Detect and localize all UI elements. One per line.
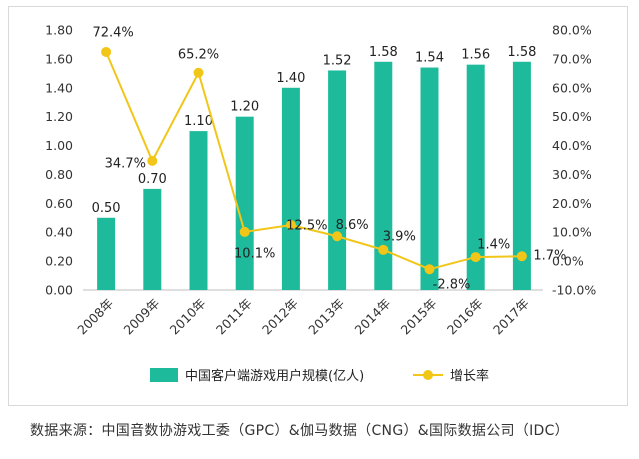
growth-rate-point [470, 252, 481, 263]
y-left-tick-label: 1.80 [45, 23, 73, 38]
bar-data-labels: 0.50 0.70 1.10 1.20 1.40 1.52 1.58 1.54 1.56 1.58 [92, 45, 537, 216]
y-right-tick-label: -10.0% [552, 283, 596, 298]
y-right-tick-label: 10.0% [552, 225, 592, 240]
y-right-tick-label: 40.0% [552, 138, 592, 153]
growth-rate-point [516, 251, 527, 262]
bar [512, 61, 531, 291]
x-tick-label: 2011年 [213, 296, 255, 338]
legend-line-label: 增长率 [450, 368, 489, 384]
bar-data-label: 1.58 [507, 45, 536, 60]
x-tick-label: 2013年 [305, 296, 347, 338]
growth-rate-point [424, 264, 435, 275]
growth-rate-label: 34.7% [105, 156, 146, 171]
y-right-tick-label: 70.0% [552, 51, 592, 66]
bar-data-label: 0.50 [92, 201, 121, 216]
legend-line-marker [423, 370, 433, 380]
y-left-tick-label: 0.20 [45, 254, 73, 269]
y-right-tick-label: 30.0% [552, 167, 592, 182]
x-tick-label: 2014年 [351, 296, 393, 338]
y-left-tick-label: 1.00 [45, 138, 73, 153]
growth-rate-line [105, 51, 522, 271]
growth-rate-label: 65.2% [178, 47, 219, 62]
source-note: 数据来源：中国音数协游戏工委（GPC）&伽马数据（CNG）&国际数据公司（IDC… [30, 423, 569, 439]
y-right-tick-label: 0.0% [552, 254, 584, 269]
bar [466, 64, 485, 291]
growth-rate-point [332, 231, 343, 242]
y-left-tick-label: 0.40 [45, 225, 73, 240]
y-right-axis: -10.0% 0.0% 10.0% 20.0% 30.0% 40.0% 50.0% 60.0%… [552, 23, 596, 298]
bar [374, 61, 393, 291]
growth-rate-label: 1.4% [477, 238, 510, 253]
x-tick-label: 2008年 [74, 296, 116, 338]
bar-data-label: 0.70 [138, 172, 167, 187]
growth-rate-label: 3.9% [383, 229, 416, 244]
y-right-tick-label: 20.0% [552, 196, 592, 211]
bar [235, 116, 254, 291]
bar-data-label: 1.58 [369, 45, 398, 60]
bar-data-label: 1.54 [415, 51, 444, 66]
x-axis: 2008年 2009年 2010年 2011年 2012年 2013年 2014年 2015年… [74, 296, 532, 338]
bar-data-label: 1.10 [184, 114, 213, 129]
legend-bar-label: 中国客户端游戏用户规模(亿人) [185, 368, 364, 384]
growth-rate-point [239, 226, 250, 237]
bar [143, 188, 162, 290]
bar [97, 217, 116, 290]
y-left-axis: 0.00 0.20 0.40 0.60 0.80 1.00 1.20 1.40 1.60 1.80 [45, 23, 73, 298]
x-tick-label: 2012年 [259, 296, 301, 338]
y-right-tick-label: 60.0% [552, 80, 592, 95]
growth-rate-label: 1.7% [533, 249, 566, 264]
y-right-tick-label: 50.0% [552, 109, 592, 124]
growth-rate-point [101, 46, 112, 57]
bar [189, 131, 208, 290]
y-left-tick-label: 0.60 [45, 196, 73, 211]
growth-rate-point [378, 244, 389, 255]
bar [328, 70, 347, 290]
bar-data-label: 1.20 [230, 100, 259, 115]
bar-data-label: 1.40 [276, 71, 305, 86]
y-left-tick-label: 1.40 [45, 80, 73, 95]
growth-rate-points [101, 46, 527, 275]
y-left-tick-label: 1.60 [45, 51, 73, 66]
chart-frame [8, 6, 628, 406]
growth-rate-point [147, 155, 158, 166]
bar [281, 87, 300, 291]
legend: 中国客户端游戏用户规模(亿人) 增长率 [150, 368, 489, 384]
y-left-tick-label: 0.80 [45, 167, 73, 182]
growth-rate-label: 12.5% [286, 219, 327, 234]
y-right-tick-label: 80.0% [552, 23, 592, 38]
x-tick-label: 2010年 [167, 296, 209, 338]
bar-data-label: 1.52 [323, 53, 352, 68]
bar [420, 67, 439, 290]
x-tick-label: 2015年 [398, 296, 440, 338]
legend-bar-swatch [150, 368, 178, 382]
y-left-tick-label: 0.00 [45, 283, 73, 298]
growth-rate-label: 10.1% [234, 246, 275, 261]
x-tick-label: 2016年 [444, 296, 486, 338]
bar-data-label: 1.56 [461, 48, 490, 63]
growth-rate-point [285, 220, 296, 230]
growth-rate-label: -2.8% [433, 278, 471, 293]
growth-rate-labels: 72.4% 34.7% 65.2% 10.1% 12.5% 8.6% 3.9% -2.8% 1.… [92, 25, 566, 292]
growth-rate-label: 72.4% [92, 25, 133, 40]
y-left-tick-label: 1.20 [45, 109, 73, 124]
x-tick-label: 2017年 [490, 296, 532, 338]
growth-rate-point [193, 67, 204, 78]
x-tick-label: 2009年 [120, 296, 162, 338]
growth-rate-label: 8.6% [336, 218, 369, 233]
